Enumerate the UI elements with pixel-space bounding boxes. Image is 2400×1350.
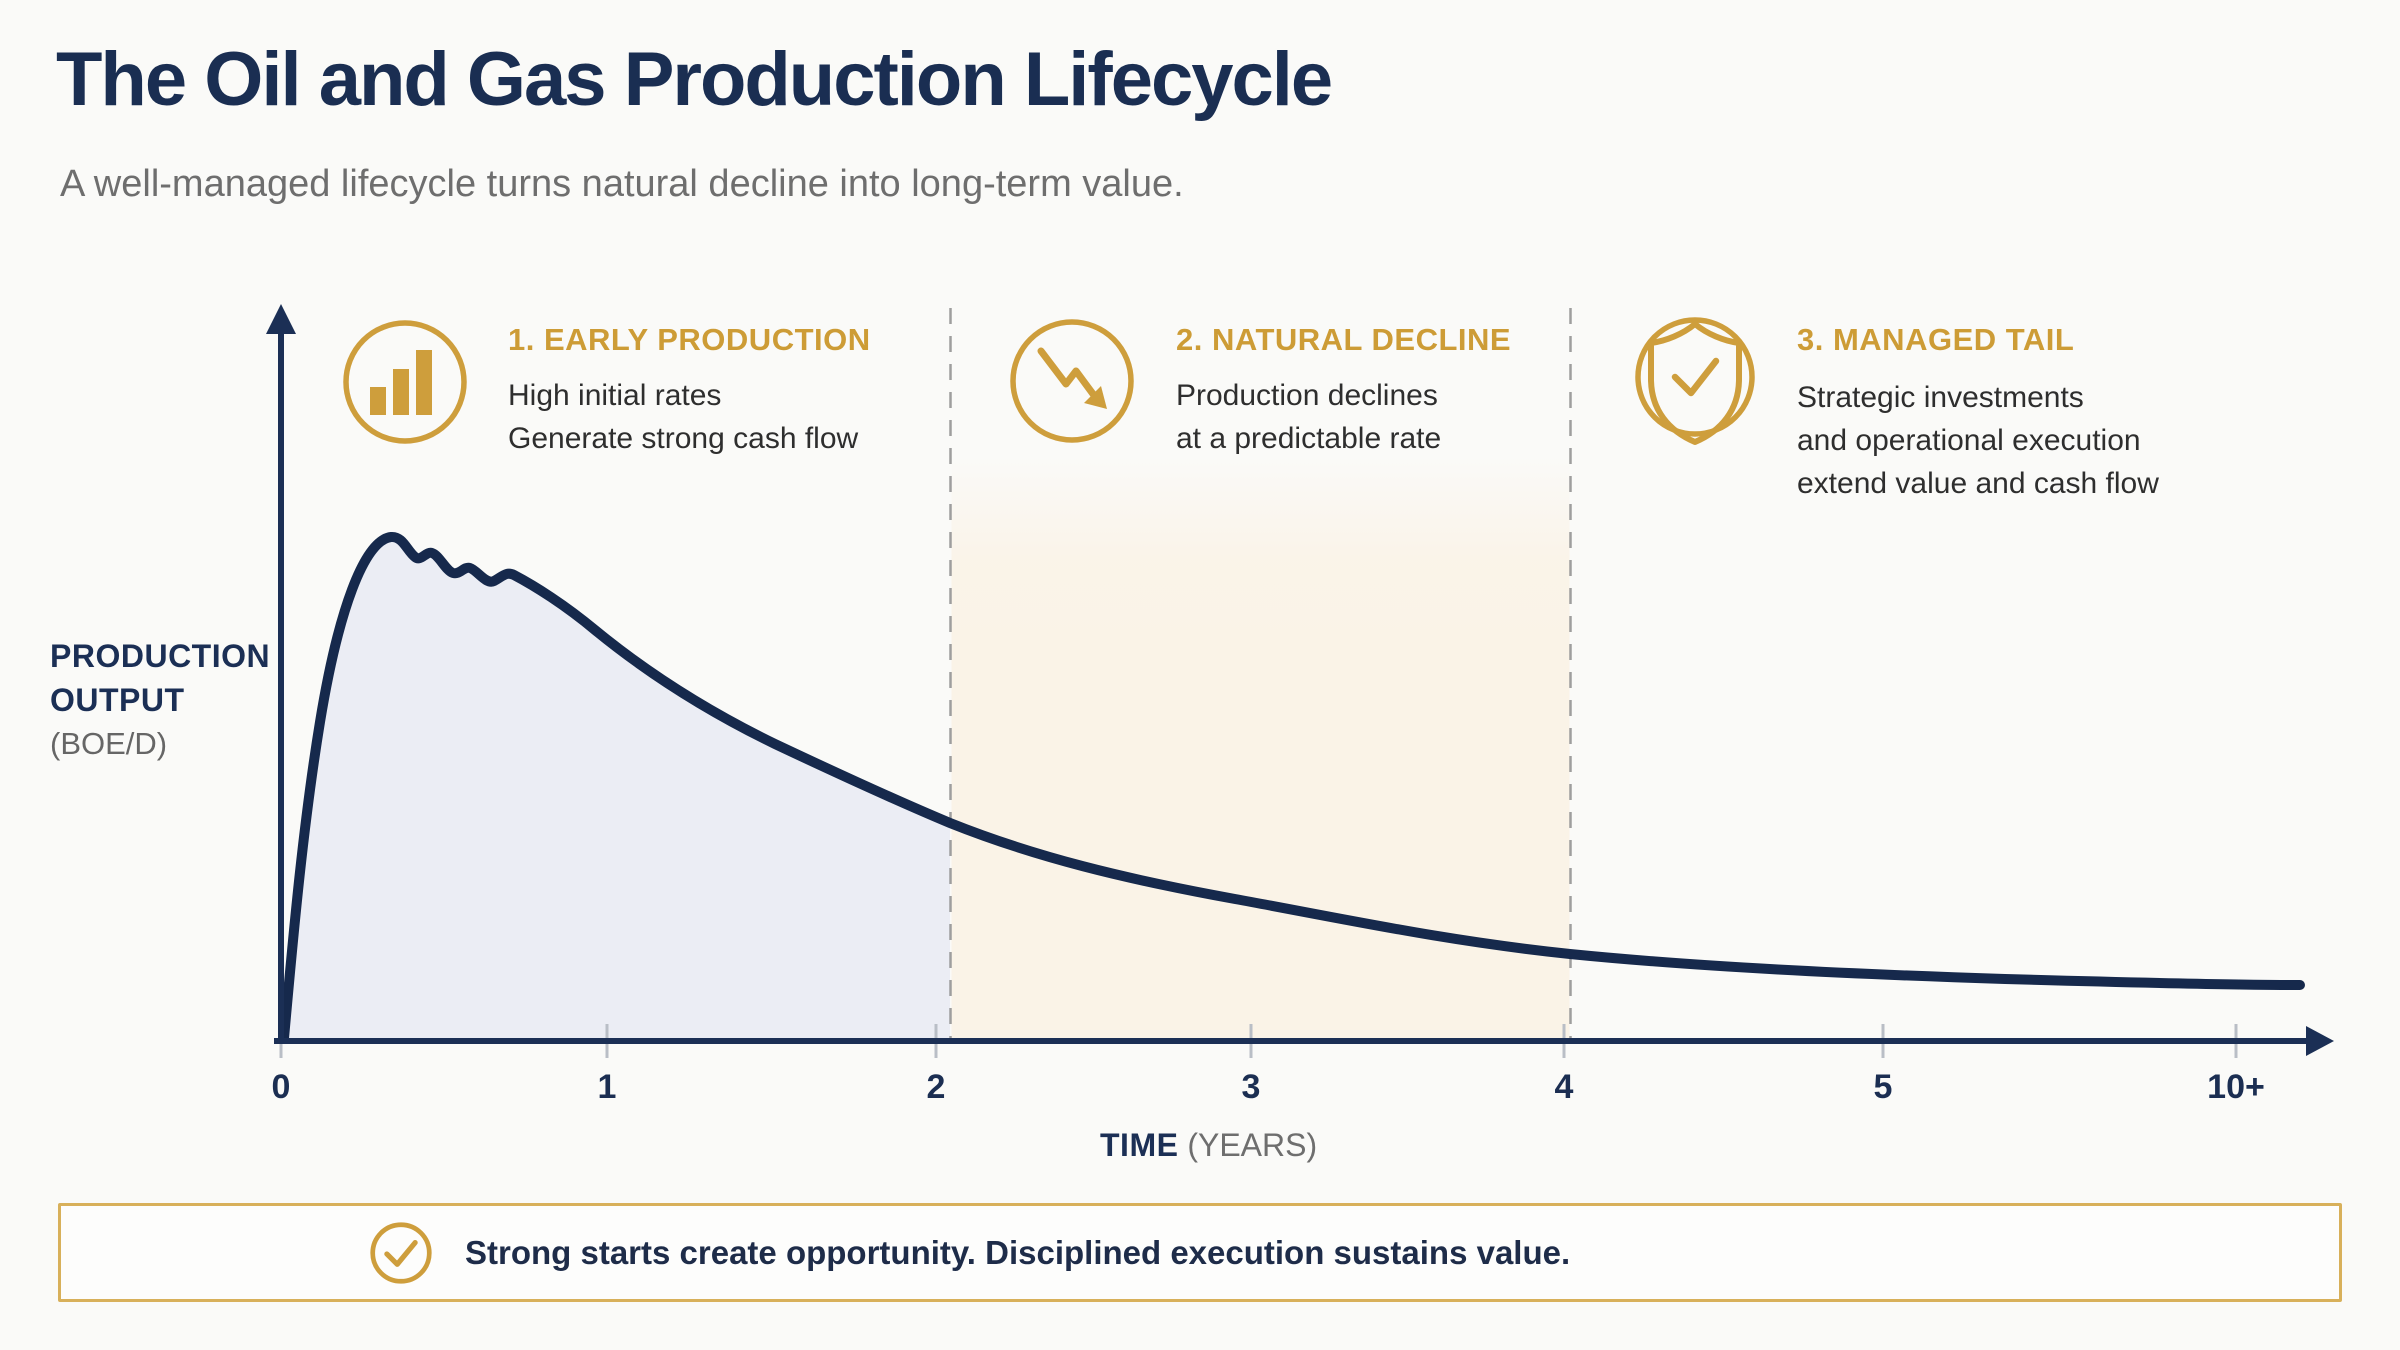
y-axis-unit: (BOE/D) [50, 726, 168, 761]
x-axis-label-unit: (YEARS) [1187, 1127, 1318, 1163]
x-axis-label-bold: TIME [1100, 1127, 1179, 1163]
production-curve [279, 532, 2305, 1043]
y-axis-arrowhead [266, 304, 296, 334]
x-tick-4: 4 [1554, 1068, 1574, 1106]
phase-2-description: Production declines at a predictable rat… [1176, 374, 1441, 460]
phase-band-natural-decline [951, 455, 1570, 1039]
bar-chart-icon [343, 320, 467, 444]
phase-3-description: Strategic investments and operational ex… [1797, 376, 2159, 505]
key-message-banner: Strong starts create opportunity. Discip… [58, 1203, 2342, 1302]
x-tick-1: 1 [597, 1068, 617, 1106]
y-axis-label-line: PRODUCTION [50, 638, 271, 674]
y-axis-label-line: OUTPUT [50, 682, 185, 718]
phase-2-desc-line: at a predictable rate [1176, 422, 1442, 455]
x-tick-5: 5 [1873, 1068, 1893, 1106]
x-tick-3: 3 [1241, 1068, 1261, 1106]
phase-1-desc-line: Generate strong cash flow [508, 422, 859, 455]
axes [266, 304, 2334, 1056]
x-tick-2: 2 [926, 1068, 946, 1106]
phase-3-desc-line: extend value and cash flow [1797, 467, 2159, 500]
phase-1-desc-line: High initial rates [508, 379, 722, 412]
x-tick-10plus: 10+ [2207, 1068, 2265, 1106]
check-circle-icon [370, 1221, 432, 1284]
x-axis-arrowhead [2306, 1026, 2334, 1056]
early-production-area-fill [284, 536, 950, 1039]
phase-2-desc-line: Production declines [1176, 379, 1438, 412]
shield-check-icon [1635, 317, 1755, 445]
page-subtitle: A well-managed lifecycle turns natural d… [60, 163, 1184, 205]
x-axis-label: TIME (YEARS) [1100, 1127, 1317, 1164]
phase-1-label: 1. EARLY PRODUCTION [508, 322, 871, 357]
declining-arrow-icon [1010, 319, 1134, 443]
x-tick-0: 0 [271, 1068, 291, 1106]
phase-2-label: 2. NATURAL DECLINE [1176, 322, 1512, 357]
phase-3-desc-line: Strategic investments [1797, 381, 2084, 414]
phase-3-label: 3. MANAGED TAIL [1797, 322, 2075, 357]
phase-1-description: High initial rates Generate strong cash … [508, 374, 858, 460]
key-message-text: Strong starts create opportunity. Discip… [465, 1233, 1571, 1271]
page-title: The Oil and Gas Production Lifecycle [56, 37, 1333, 122]
y-axis-label: PRODUCTION OUTPUT (BOE/D) [50, 634, 270, 766]
phase-3-desc-line: and operational execution [1797, 424, 2141, 457]
